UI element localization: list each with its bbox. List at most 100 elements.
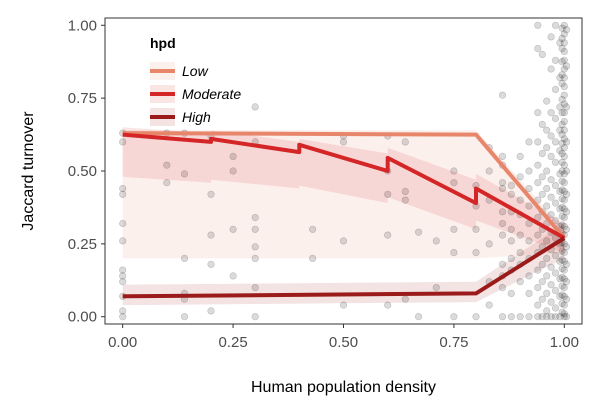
scatter-point	[543, 97, 551, 105]
scatter-point	[507, 313, 515, 321]
scatter-point	[560, 249, 568, 257]
scatter-point	[560, 65, 568, 73]
scatter-point	[562, 295, 571, 303]
scatter-point	[543, 313, 551, 321]
scatter-point	[556, 205, 564, 213]
y-tick-label: 0.50	[68, 163, 97, 180]
scatter-point	[384, 301, 392, 309]
scatter-point	[558, 167, 566, 175]
scatter-point	[119, 184, 127, 193]
scatter-point	[229, 272, 237, 280]
scatter-point	[507, 225, 515, 233]
scatter-point	[119, 307, 127, 315]
scatter-point	[560, 126, 568, 134]
scatter-point	[547, 211, 555, 219]
scatter-point	[538, 190, 546, 198]
x-tick-label: 1.00	[550, 334, 579, 351]
scatter-point	[558, 131, 566, 139]
scatter-point	[547, 65, 555, 73]
scatter-point	[339, 301, 348, 309]
scatter-point	[498, 260, 507, 268]
scatter-point	[525, 202, 533, 210]
scatter-point	[558, 58, 566, 66]
scatter-point	[516, 152, 524, 160]
scatter-point	[450, 249, 458, 257]
scatter-point	[558, 291, 566, 299]
scatter-point	[498, 152, 507, 160]
scatter-point	[547, 313, 555, 321]
scatter-point	[207, 260, 215, 268]
scatter-point	[525, 167, 533, 175]
scatter-point	[556, 147, 564, 155]
scatter-point	[558, 149, 566, 158]
scatter-point	[562, 138, 571, 146]
scatter-point	[560, 30, 568, 38]
scatter-point	[551, 304, 560, 312]
scatter-point	[560, 109, 568, 117]
scatter-point	[432, 284, 440, 292]
y-axis-title: Jaccard turnover	[20, 111, 37, 231]
scatter-point	[251, 243, 259, 251]
scatter-point	[534, 179, 542, 187]
ribbon-high	[122, 223, 565, 306]
scatter-point	[562, 62, 571, 70]
scatter-point	[516, 278, 524, 286]
scatter-point	[485, 167, 493, 175]
scatter-point	[558, 247, 566, 255]
scatter-point	[534, 266, 542, 274]
scatter-point	[525, 184, 533, 193]
scatter-point	[229, 225, 237, 233]
scatter-point	[516, 249, 524, 257]
scatter-point	[229, 167, 237, 175]
scatter-point	[543, 237, 551, 245]
scatter-point	[538, 278, 546, 286]
scatter-point	[562, 26, 571, 34]
scatter-point	[560, 205, 568, 213]
scatter-point	[538, 313, 546, 321]
ribbon-moderate	[122, 127, 565, 253]
scatter-point	[251, 214, 259, 222]
scatter-point	[560, 117, 568, 126]
scatter-point	[534, 138, 542, 146]
scatter-point	[538, 50, 546, 59]
y-axis: 0.00 0.25 0.50 0.75 1.00	[68, 17, 105, 326]
legend: hpd Low Moderate High	[150, 35, 241, 126]
scatter-point	[560, 152, 568, 160]
scatter-point	[516, 231, 524, 239]
scatter-point	[560, 21, 568, 29]
scatter-point	[547, 298, 555, 306]
scatter-point	[558, 120, 566, 128]
scatter-point	[547, 281, 555, 289]
scatter-point	[119, 266, 127, 274]
scatter-point	[562, 260, 571, 268]
scatter-point	[163, 161, 171, 169]
scatter-point	[562, 103, 571, 111]
scatter-point	[538, 295, 546, 303]
scatter-point	[119, 138, 127, 146]
series-line-high	[122, 236, 566, 299]
scatter-point	[558, 221, 566, 229]
scatter-point	[560, 144, 568, 152]
scatter-point	[432, 237, 440, 245]
scatter-point	[547, 193, 555, 201]
scatter-point	[525, 313, 533, 321]
scatter-point	[543, 202, 551, 210]
scatter-point	[472, 249, 480, 257]
scatter-point	[507, 190, 515, 198]
scatter-point	[498, 179, 507, 187]
y-tick-label: 1.00	[68, 17, 97, 34]
legend-label-moderate: Moderate	[182, 86, 241, 102]
scatter-point	[251, 103, 259, 111]
scatter-point	[560, 257, 568, 265]
scatter-point	[498, 184, 507, 193]
scatter-point	[560, 82, 568, 91]
scatter-point	[516, 173, 524, 181]
scatter-point	[485, 240, 493, 248]
x-tick-label: 0.00	[108, 334, 137, 351]
scatter-point	[556, 39, 564, 47]
scatter-point	[547, 176, 555, 184]
scatter-point	[543, 167, 551, 175]
scatter-point	[558, 300, 566, 308]
scatter-point	[472, 225, 480, 233]
scatter-point	[415, 228, 423, 236]
